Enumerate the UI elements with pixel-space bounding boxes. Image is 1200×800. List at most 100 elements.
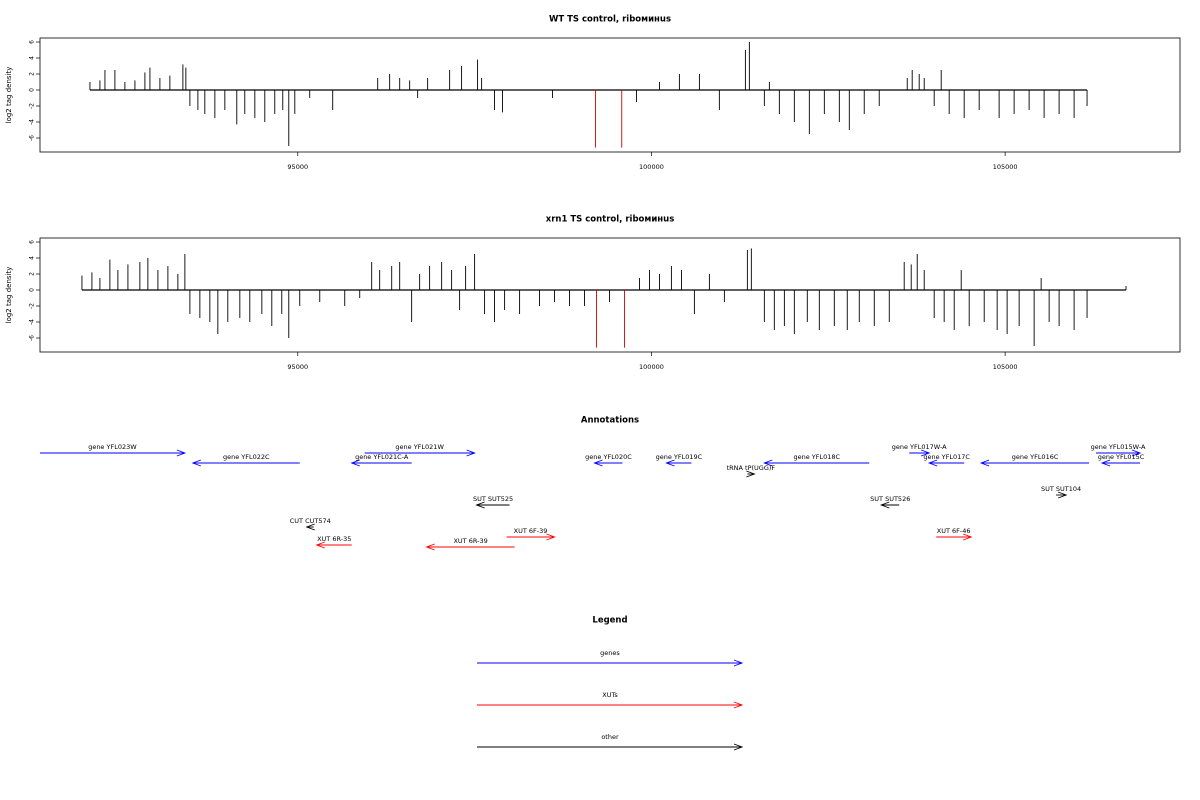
plot-frame <box>39 37 1181 153</box>
y-tick-label: 6 <box>29 40 36 44</box>
feature-label: gene YFL021C-A <box>355 453 409 461</box>
arrow-head <box>921 449 931 457</box>
y-tick-label: 4 <box>29 56 36 60</box>
feature-arrow <box>305 523 315 531</box>
y-tick-label: 4 <box>29 256 36 260</box>
feature-arrow <box>927 459 965 467</box>
feature-label: gene YFL021W <box>395 443 444 451</box>
arrow-head <box>425 543 435 551</box>
y-tick-label: 2 <box>29 272 36 276</box>
feature-arrow <box>763 459 870 467</box>
arrow-head <box>546 533 556 541</box>
feature-label: CUT CUT574 <box>290 517 331 525</box>
feature-label: tRNA tP(UGG)F <box>727 464 776 472</box>
feature-label: gene YFL018C <box>794 453 841 461</box>
y-tick-label: -4 <box>29 319 36 325</box>
feature-arrow <box>1100 459 1141 467</box>
y-tick-label: -2 <box>29 103 36 109</box>
y-tick-label: -6 <box>29 135 36 141</box>
feature-label: gene YFL015C <box>1098 453 1145 461</box>
feature-label: gene YFL016C <box>1012 453 1059 461</box>
feature-arrow <box>593 459 623 467</box>
feature-label: SUT SUT526 <box>870 495 910 503</box>
feature-label: gene YFL017C <box>923 453 970 461</box>
feature-label: gene YFL022C <box>223 453 270 461</box>
arrow-head <box>1131 449 1142 457</box>
feature-label: gene YFL020C <box>585 453 632 461</box>
x-tick-label: 95000 <box>287 363 308 371</box>
feature-arrow <box>364 449 476 457</box>
arrow-head <box>350 459 360 467</box>
x-tick-label: 105000 <box>993 363 1018 371</box>
legend-title: Legend <box>592 616 627 626</box>
arrow-head <box>176 449 187 457</box>
arrow-head <box>665 459 675 467</box>
arrow-head <box>593 459 603 467</box>
y-tick-label: -4 <box>29 119 36 125</box>
legend-arrow <box>477 659 744 667</box>
feature-label: XUT 6R-35 <box>317 535 351 543</box>
feature-arrow <box>1096 449 1142 457</box>
chart-title: xrn1 TS control, riboминus <box>546 215 675 225</box>
y-tick-label: 0 <box>29 288 36 292</box>
y-tick-label: -6 <box>29 335 36 341</box>
legend-arrow <box>477 701 744 709</box>
arrow-head <box>763 459 773 467</box>
feature-label: gene YFL019C <box>656 453 703 461</box>
arrow-head <box>879 501 890 509</box>
feature-arrow <box>665 459 692 467</box>
annotations-title: Annotations <box>581 416 639 426</box>
feature-arrow <box>936 533 973 541</box>
arrow-head <box>315 541 325 549</box>
x-tick-label: 95000 <box>287 163 308 171</box>
arrow-head <box>191 459 202 467</box>
y-tick-label: 0 <box>29 88 36 92</box>
arrow-head <box>746 470 756 478</box>
arrow-head <box>733 701 744 709</box>
legend-label: XUTs <box>602 691 618 699</box>
feature-arrow <box>191 459 300 467</box>
arrow-head <box>1100 459 1111 467</box>
feature-label: XUT 6F-39 <box>514 527 548 535</box>
feature-label: XUT 6R-39 <box>453 537 487 545</box>
feature-arrow <box>879 501 900 509</box>
feature-arrow <box>350 459 412 467</box>
y-tick-label: 2 <box>29 72 36 76</box>
feature-arrow <box>315 541 352 549</box>
legend-arrow <box>477 743 744 751</box>
feature-arrow <box>506 533 556 541</box>
feature-arrow <box>425 543 515 551</box>
feature-arrow <box>746 470 756 478</box>
y-axis-label: log2 tag density <box>5 267 13 324</box>
feature-label: XUT 6F-46 <box>937 527 971 535</box>
feature-arrow <box>1056 491 1068 499</box>
feature-label: SUT SUT104 <box>1041 485 1081 493</box>
feature-arrow <box>40 449 187 457</box>
arrow-head <box>733 743 744 751</box>
chart-title: WT TS control, riboминus <box>549 15 671 25</box>
legend-label: genes <box>600 649 620 657</box>
feature-label: gene YFL017W-A <box>892 443 947 451</box>
arrow-head <box>475 501 485 509</box>
feature-arrow <box>475 501 510 509</box>
arrow-head <box>466 449 476 457</box>
arrow-head <box>979 459 990 467</box>
feature-label: gene YFL023W <box>88 443 137 451</box>
y-tick-label: -2 <box>29 303 36 309</box>
x-tick-label: 105000 <box>993 163 1018 171</box>
feature-label: SUT SUT525 <box>473 495 513 503</box>
arrow-head <box>927 459 938 467</box>
feature-label: gene YFL015W-A <box>1091 443 1146 451</box>
y-axis-label: log2 tag density <box>5 67 13 124</box>
arrow-head <box>305 523 315 531</box>
plot-frame <box>39 237 1181 353</box>
arrow-head <box>1057 491 1068 499</box>
legend-label: other <box>601 733 619 741</box>
feature-arrow <box>909 449 931 457</box>
arrow-head <box>963 533 973 541</box>
feature-arrow <box>979 459 1090 467</box>
y-tick-label: 6 <box>29 240 36 244</box>
x-tick-label: 100000 <box>639 163 664 171</box>
x-tick-label: 100000 <box>639 363 664 371</box>
